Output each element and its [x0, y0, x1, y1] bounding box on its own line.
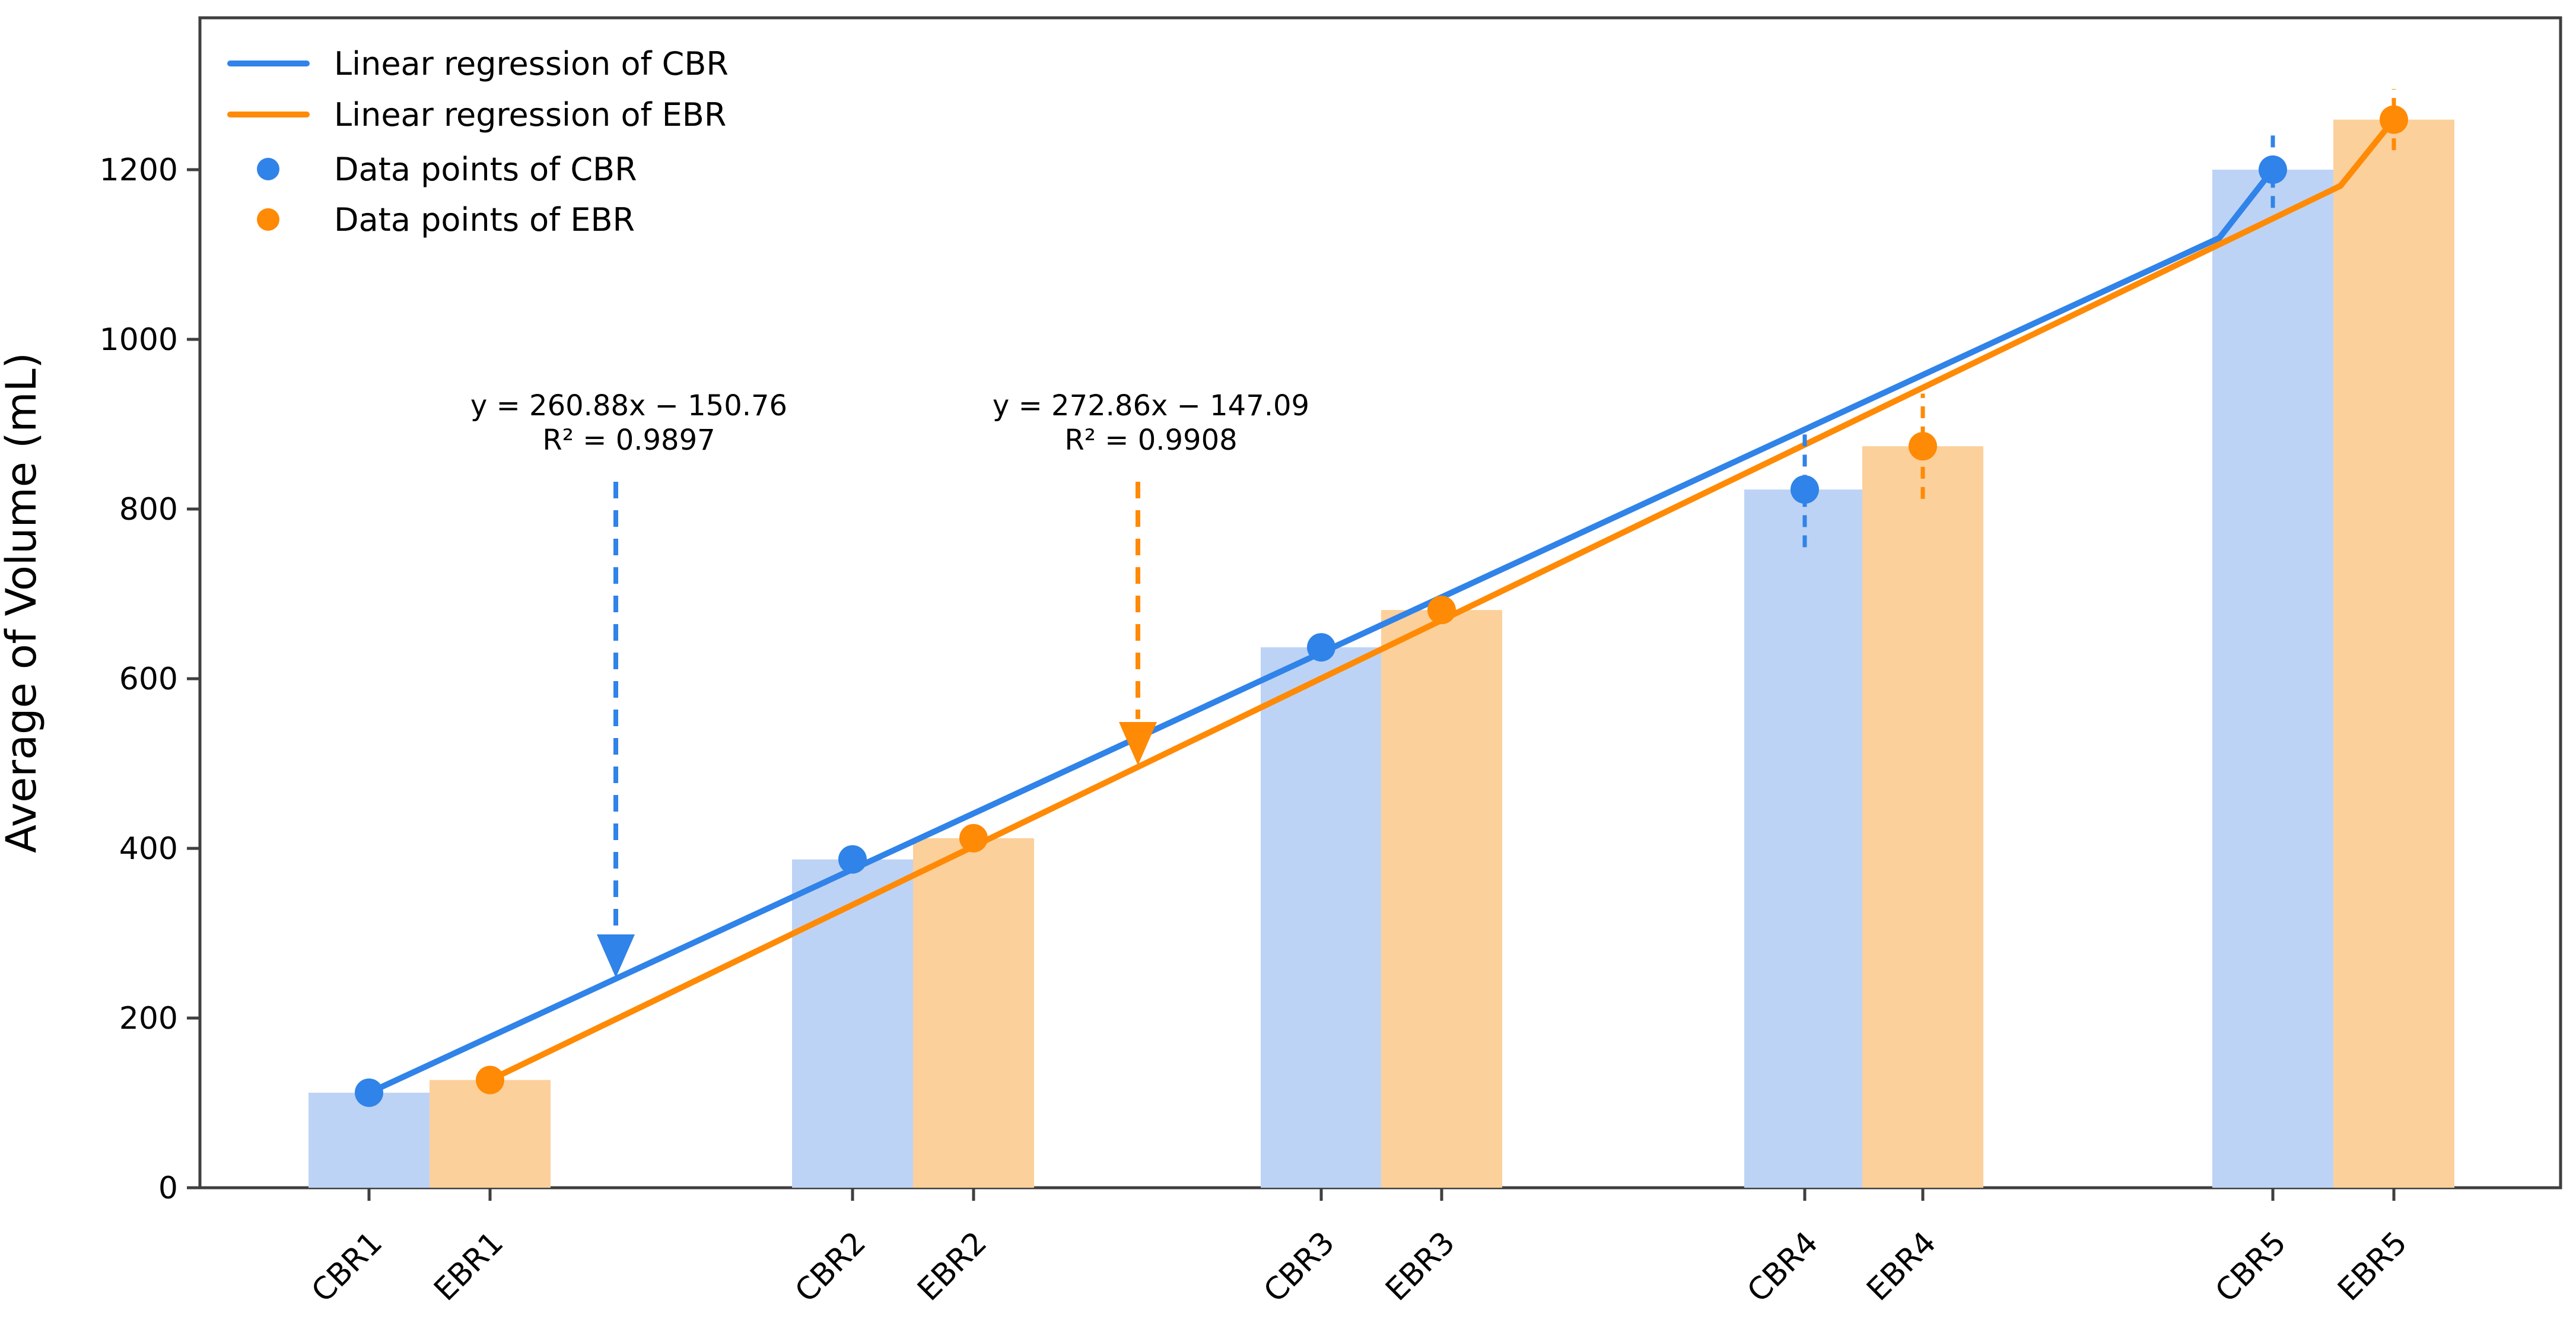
data-point-cbr1: [355, 1078, 383, 1107]
annotation-ebr-r2: R² = 0.9908: [1064, 424, 1237, 457]
legend-label-ebr-points: Data points of EBR: [334, 201, 635, 238]
y-axis-label: Average of Volume (mL): [0, 352, 46, 853]
legend-item-ebr-points: Data points of EBR: [257, 201, 635, 238]
x-tick-label-EBR4: EBR4: [1860, 1225, 1943, 1308]
bar-ebr1: [430, 1080, 551, 1188]
y-tick-label-200: 200: [119, 1001, 178, 1036]
legend-dot-sample-cbr: [257, 158, 279, 180]
x-tick-label-CBR2: CBR2: [788, 1225, 873, 1309]
x-tick-label-CBR3: CBR3: [1257, 1225, 1341, 1309]
x-tick-label-CBR5: CBR5: [2209, 1225, 2293, 1309]
x-axis: CBR1 CBR2 CBR3 CBR4 CBR5 EBR1 EBR2 EBR3 EBR4 EBR5: [305, 1188, 2414, 1309]
legend-label-cbr-points: Data points of CBR: [334, 151, 637, 188]
bars-layer: [309, 119, 2454, 1188]
annotation-ebr: y = 272.86x − 147.09 R² = 0.9908: [993, 389, 1309, 765]
bar-ebr3: [1381, 610, 1502, 1188]
x-tick-label-EBR3: EBR3: [1379, 1225, 1462, 1308]
y-tick-label-400: 400: [119, 831, 178, 867]
annotation-ebr-arrowhead-icon: [1119, 722, 1157, 765]
y-axis: 0 200 400 600 800 1000 1200: [100, 152, 200, 1206]
annotation-cbr-r2: R² = 0.9897: [542, 424, 715, 457]
annotation-cbr-arrowhead-icon: [597, 934, 635, 978]
legend: Linear regression of CBR Linear regressi…: [227, 45, 729, 238]
data-point-ebr5: [2380, 105, 2408, 134]
y-tick-label-0: 0: [158, 1171, 178, 1206]
bar-ebr4: [1862, 446, 1983, 1188]
data-point-ebr2: [959, 823, 988, 853]
data-point-cbr4: [1791, 475, 1819, 504]
data-points-layer: [355, 105, 2408, 1107]
annotation-ebr-equation: y = 272.86x − 147.09: [993, 389, 1309, 422]
bar-ebr2: [913, 838, 1034, 1188]
x-tick-label-EBR1: EBR1: [427, 1225, 510, 1308]
x-tick-label-CBR4: CBR4: [1741, 1225, 1825, 1309]
legend-label-cbr-line: Linear regression of CBR: [334, 45, 729, 82]
annotation-cbr: y = 260.88x − 150.76 R² = 0.9897: [470, 389, 787, 978]
legend-item-cbr-points: Data points of CBR: [257, 151, 637, 188]
data-point-ebr1: [476, 1066, 504, 1095]
data-point-cbr3: [1307, 633, 1335, 662]
y-tick-label-1000: 1000: [100, 322, 178, 358]
bar-cbr1: [309, 1092, 430, 1188]
y-tick-label-1200: 1200: [100, 152, 178, 188]
bar-cbr3: [1261, 647, 1382, 1188]
x-tick-label-EBR2: EBR2: [911, 1225, 994, 1308]
bar-ebr5: [2333, 119, 2454, 1188]
data-point-ebr3: [1427, 596, 1456, 625]
x-tick-label-EBR5: EBR5: [2331, 1225, 2414, 1308]
cbr-regression-line: [366, 167, 2276, 1096]
x-tick-label-CBR1: CBR1: [305, 1225, 389, 1309]
legend-dot-sample-ebr: [257, 208, 279, 231]
bar-cbr2: [792, 859, 913, 1188]
bar-cbr4: [1744, 489, 1865, 1188]
regression-lines-layer: [366, 116, 2397, 1096]
y-tick-label-800: 800: [119, 492, 178, 527]
legend-item-ebr-line: Linear regression of EBR: [227, 96, 726, 133]
data-point-cbr5: [2259, 155, 2287, 184]
annotation-cbr-equation: y = 260.88x − 150.76: [470, 389, 787, 422]
bar-cbr5: [2212, 170, 2333, 1188]
ebr-regression-line: [487, 116, 2397, 1083]
legend-item-cbr-line: Linear regression of CBR: [227, 45, 729, 82]
y-tick-label-600: 600: [119, 662, 178, 697]
legend-label-ebr-line: Linear regression of EBR: [334, 96, 726, 133]
data-point-cbr2: [838, 845, 867, 874]
data-point-ebr4: [1909, 432, 1937, 461]
